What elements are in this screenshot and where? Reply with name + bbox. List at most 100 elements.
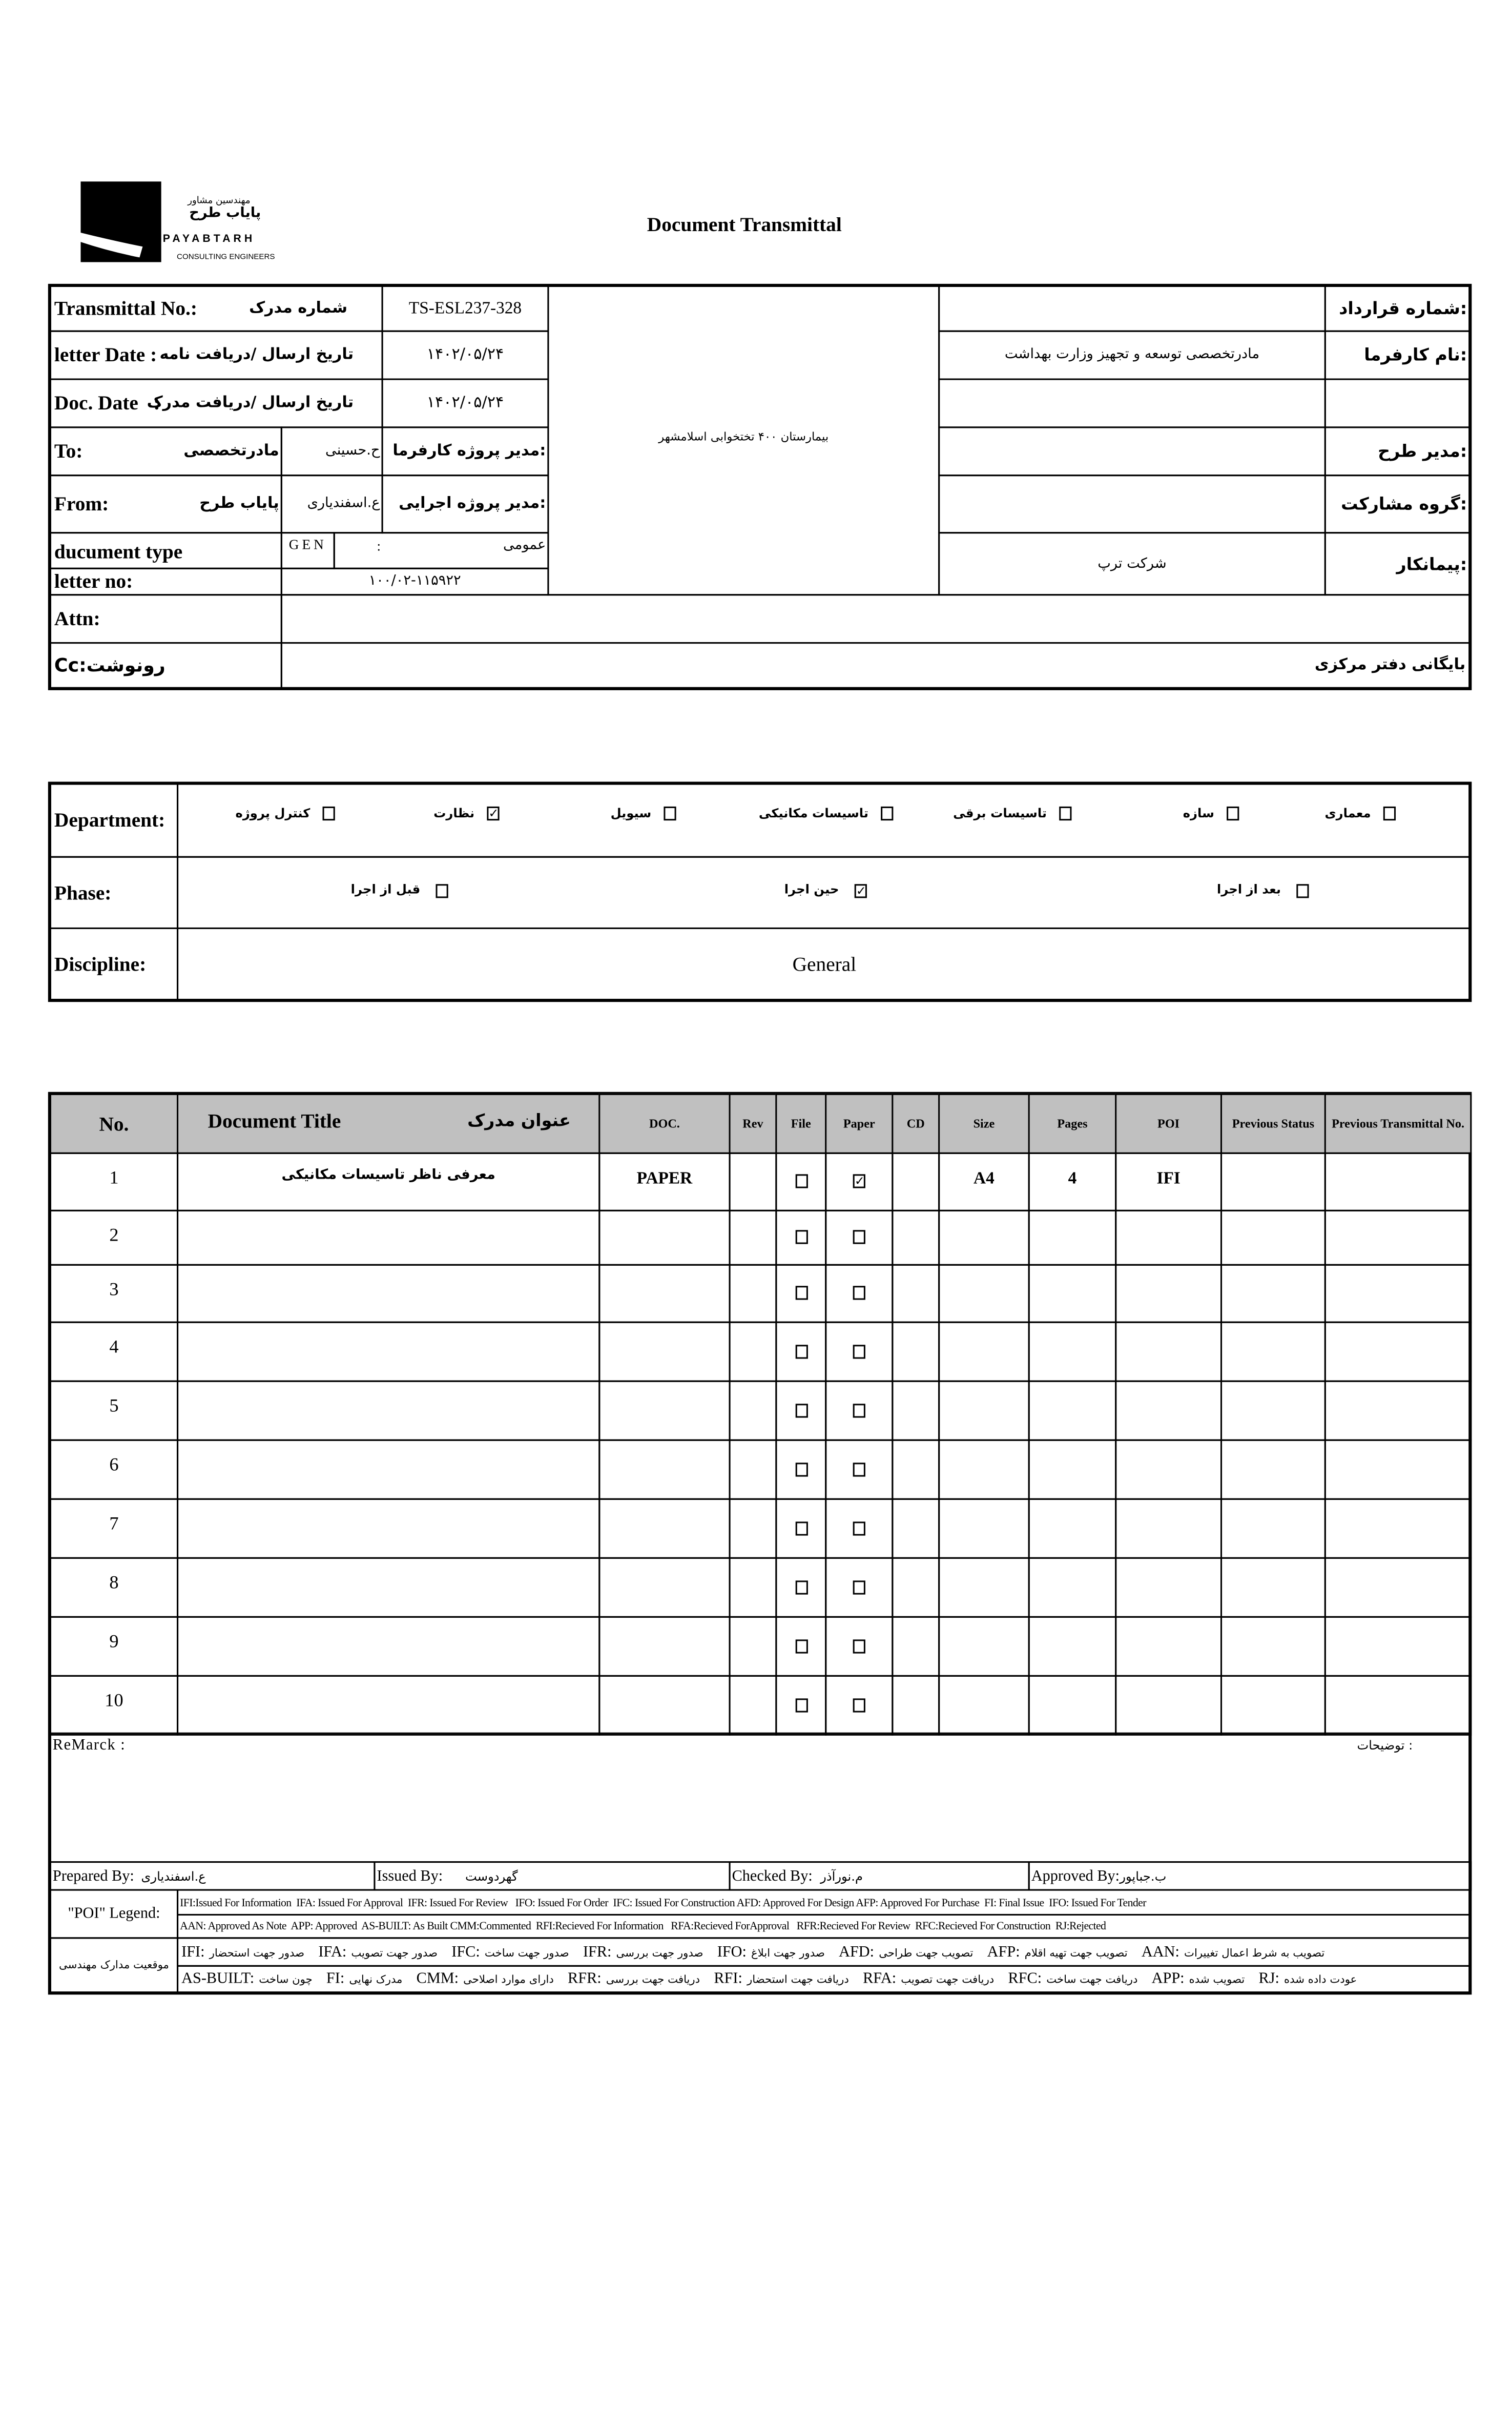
table-cell-prev-transmittal[interactable] xyxy=(1324,1616,1472,1677)
table-cell-size[interactable]: A4 xyxy=(938,1152,1030,1211)
file-checkbox[interactable] xyxy=(795,1638,807,1653)
table-cell-file[interactable] xyxy=(775,1152,827,1211)
paper-checkbox[interactable] xyxy=(853,1520,865,1535)
phase-checkbox[interactable] xyxy=(436,884,448,898)
department-checkbox[interactable] xyxy=(322,806,335,821)
table-cell-paper[interactable] xyxy=(825,1209,894,1266)
table-cell-pages[interactable] xyxy=(1028,1557,1117,1618)
table-cell-poi[interactable] xyxy=(1115,1321,1223,1382)
paper-checkbox[interactable] xyxy=(853,1697,865,1712)
table-cell-size[interactable] xyxy=(938,1321,1030,1382)
table-cell-size[interactable] xyxy=(938,1675,1030,1736)
table-cell-prev-status[interactable] xyxy=(1220,1321,1326,1382)
table-cell-doc[interactable] xyxy=(598,1380,731,1441)
table-cell-doc[interactable] xyxy=(598,1264,731,1323)
table-cell-poi[interactable] xyxy=(1115,1498,1223,1559)
table-cell-cd[interactable] xyxy=(892,1209,940,1266)
table-cell-size[interactable] xyxy=(938,1557,1030,1618)
table-cell-rev[interactable] xyxy=(729,1498,777,1559)
table-cell-cd[interactable] xyxy=(892,1439,940,1500)
attn-field[interactable] xyxy=(280,594,1470,644)
paper-checkbox[interactable] xyxy=(853,1344,865,1358)
table-cell-size[interactable] xyxy=(938,1498,1030,1559)
table-cell-rev[interactable] xyxy=(729,1616,777,1677)
table-cell-rev[interactable] xyxy=(729,1675,777,1736)
table-cell-doc[interactable] xyxy=(598,1675,731,1736)
table-cell-prev-status[interactable] xyxy=(1220,1439,1326,1500)
table-cell-rev[interactable] xyxy=(729,1321,777,1382)
table-cell-file[interactable] xyxy=(775,1498,827,1559)
table-cell-rev[interactable] xyxy=(729,1557,777,1618)
table-cell-size[interactable] xyxy=(938,1380,1030,1441)
table-cell-poi[interactable]: IFI xyxy=(1115,1152,1223,1211)
file-checkbox[interactable] xyxy=(795,1579,807,1594)
paper-checkbox[interactable] xyxy=(853,1579,865,1594)
table-cell-paper[interactable] xyxy=(825,1321,894,1382)
paper-checkbox[interactable]: ✓ xyxy=(853,1174,865,1188)
table-cell-prev-status[interactable] xyxy=(1220,1498,1326,1559)
table-cell-file[interactable] xyxy=(775,1439,827,1500)
table-cell-pages[interactable]: 4 xyxy=(1028,1152,1117,1211)
table-cell-poi[interactable] xyxy=(1115,1439,1223,1500)
file-checkbox[interactable] xyxy=(795,1520,807,1535)
table-cell-prev-status[interactable] xyxy=(1220,1209,1326,1266)
table-cell-size[interactable] xyxy=(938,1264,1030,1323)
table-cell-rev[interactable] xyxy=(729,1439,777,1500)
table-cell-file[interactable] xyxy=(775,1321,827,1382)
file-checkbox[interactable] xyxy=(795,1174,807,1188)
table-cell-paper[interactable] xyxy=(825,1557,894,1618)
table-cell-paper[interactable] xyxy=(825,1675,894,1736)
paper-checkbox[interactable] xyxy=(853,1403,865,1417)
table-cell-prev-status[interactable] xyxy=(1220,1675,1326,1736)
table-cell-cd[interactable] xyxy=(892,1321,940,1382)
table-cell-prev-transmittal[interactable] xyxy=(1324,1557,1472,1618)
table-cell-cd[interactable] xyxy=(892,1675,940,1736)
table-cell-paper[interactable]: ✓ xyxy=(825,1152,894,1211)
table-cell-prev-transmittal[interactable] xyxy=(1324,1152,1472,1211)
table-cell-doc[interactable] xyxy=(598,1557,731,1618)
table-cell-prev-transmittal[interactable] xyxy=(1324,1439,1472,1500)
table-cell-file[interactable] xyxy=(775,1675,827,1736)
department-checkbox[interactable] xyxy=(1383,806,1396,821)
phase-checkbox[interactable] xyxy=(1296,884,1309,898)
table-cell-poi[interactable] xyxy=(1115,1209,1223,1266)
table-cell-pages[interactable] xyxy=(1028,1209,1117,1266)
table-cell-cd[interactable] xyxy=(892,1498,940,1559)
table-cell-prev-status[interactable] xyxy=(1220,1152,1326,1211)
table-cell-pages[interactable] xyxy=(1028,1616,1117,1677)
phase-checkbox[interactable]: ✓ xyxy=(854,884,867,898)
department-checkbox[interactable] xyxy=(1227,806,1239,821)
paper-checkbox[interactable] xyxy=(853,1638,865,1653)
table-cell-cd[interactable] xyxy=(892,1152,940,1211)
table-cell-pages[interactable] xyxy=(1028,1264,1117,1323)
file-checkbox[interactable] xyxy=(795,1286,807,1300)
table-cell-prev-transmittal[interactable] xyxy=(1324,1321,1472,1382)
table-cell-prev-status[interactable] xyxy=(1220,1264,1326,1323)
table-cell-pages[interactable] xyxy=(1028,1380,1117,1441)
table-cell-doc[interactable]: PAPER xyxy=(598,1152,731,1211)
file-checkbox[interactable] xyxy=(795,1403,807,1417)
table-cell-size[interactable] xyxy=(938,1209,1030,1266)
table-cell-rev[interactable] xyxy=(729,1209,777,1266)
file-checkbox[interactable] xyxy=(795,1461,807,1476)
file-checkbox[interactable] xyxy=(795,1697,807,1712)
table-cell-size[interactable] xyxy=(938,1439,1030,1500)
table-cell-doc[interactable] xyxy=(598,1498,731,1559)
table-cell-file[interactable] xyxy=(775,1380,827,1441)
table-cell-prev-status[interactable] xyxy=(1220,1557,1326,1618)
paper-checkbox[interactable] xyxy=(853,1461,865,1476)
table-cell-poi[interactable] xyxy=(1115,1557,1223,1618)
table-cell-doc[interactable] xyxy=(598,1616,731,1677)
department-checkbox[interactable] xyxy=(881,806,894,821)
table-cell-pages[interactable] xyxy=(1028,1321,1117,1382)
table-cell-prev-transmittal[interactable] xyxy=(1324,1675,1472,1736)
paper-checkbox[interactable] xyxy=(853,1286,865,1300)
department-checkbox[interactable] xyxy=(1059,806,1072,821)
file-checkbox[interactable] xyxy=(795,1230,807,1244)
table-cell-paper[interactable] xyxy=(825,1439,894,1500)
table-cell-poi[interactable] xyxy=(1115,1380,1223,1441)
table-cell-paper[interactable] xyxy=(825,1498,894,1559)
table-cell-doc[interactable] xyxy=(598,1321,731,1382)
file-checkbox[interactable] xyxy=(795,1344,807,1358)
paper-checkbox[interactable] xyxy=(853,1230,865,1244)
